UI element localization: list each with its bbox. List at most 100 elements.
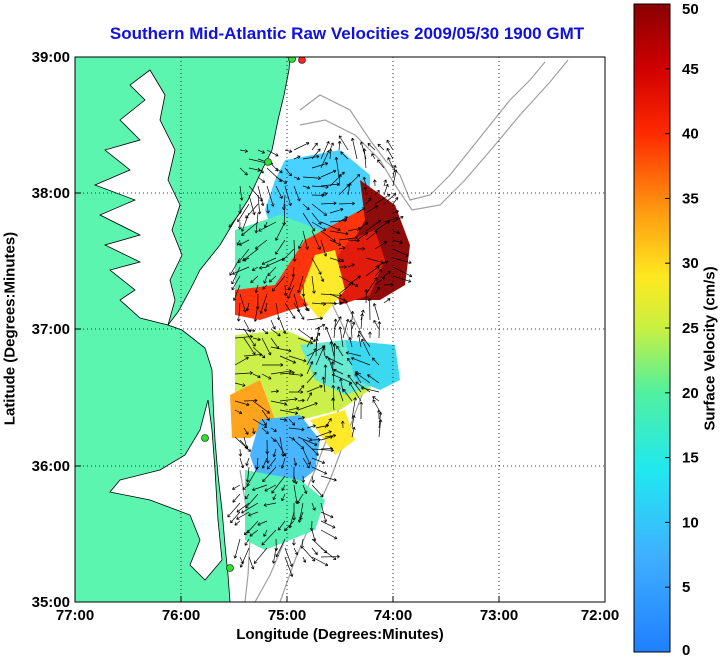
velocity-arrow	[252, 373, 261, 379]
velocity-arrow	[257, 520, 268, 526]
velocity-arrow	[293, 142, 310, 151]
velocity-arrow	[254, 284, 259, 294]
velocity-arrow	[383, 179, 387, 187]
velocity-arrow	[329, 239, 342, 246]
velocity-arrow	[284, 556, 294, 577]
velocity-arrow	[244, 538, 250, 546]
velocity-arrow	[347, 275, 361, 286]
velocity-arrow	[365, 230, 378, 241]
velocity-arrow	[331, 384, 336, 402]
x-tick-label: 76:00	[162, 607, 200, 624]
velocity-arrow	[281, 493, 286, 502]
velocity-arrow	[292, 502, 296, 521]
velocity-arrow	[356, 232, 369, 241]
velocity-arrow	[311, 257, 322, 275]
velocity-arrow	[297, 337, 313, 345]
velocity-arrow	[262, 284, 268, 290]
velocity-arrow	[250, 275, 259, 284]
velocity-arrow	[372, 399, 380, 411]
velocity-arrow	[374, 241, 388, 250]
velocity-arrow	[293, 302, 305, 320]
velocity-arrow	[297, 402, 318, 411]
velocity-arrow	[329, 230, 349, 236]
velocity-arrow	[320, 529, 338, 540]
station-marker	[288, 57, 296, 63]
velocity-arrow	[257, 176, 266, 183]
velocity-arrow	[230, 511, 241, 524]
velocity-arrow	[270, 328, 281, 337]
velocity-arrow	[374, 286, 381, 295]
velocity-arrow	[351, 414, 356, 429]
velocity-arrow	[367, 143, 376, 151]
velocity-arrow	[311, 203, 328, 216]
velocity-arrow	[306, 316, 324, 321]
velocity-arrow	[261, 427, 269, 435]
velocity-arrow	[306, 336, 313, 348]
velocity-arrow	[292, 239, 297, 262]
velocity-arrow	[377, 143, 385, 151]
velocity-arrow	[252, 400, 270, 414]
velocity-arrow	[267, 266, 277, 277]
velocity-arrow	[311, 162, 329, 169]
velocity-arrow	[301, 475, 306, 483]
velocity-arrow	[377, 321, 382, 339]
x-tick-label: 75:00	[268, 607, 306, 624]
velocity-arrow	[347, 263, 355, 268]
velocity-arrow	[374, 193, 391, 205]
velocity-arrow	[245, 457, 250, 466]
velocity-arrow	[291, 266, 296, 278]
velocity-arrow	[280, 457, 286, 469]
velocity-arrow	[293, 155, 301, 160]
velocity-arrow	[371, 357, 380, 366]
velocity-arrow	[279, 409, 299, 415]
velocity-arrow	[296, 493, 304, 505]
y-tick-label: 39:00	[32, 49, 70, 66]
x-tick-label: 74:00	[374, 607, 412, 624]
station-marker	[264, 158, 272, 166]
velocity-arrow	[358, 330, 371, 348]
velocity-arrow	[338, 246, 346, 250]
velocity-arrow	[293, 475, 298, 485]
colorbar-tick-label: 50	[682, 1, 699, 18]
velocity-arrow	[287, 284, 295, 299]
y-tick-label: 36:00	[32, 458, 70, 475]
velocity-arrow	[275, 167, 283, 174]
velocity-arrow	[386, 139, 394, 151]
colorbar-tick-label: 30	[682, 255, 699, 272]
velocity-arrow	[340, 151, 349, 160]
velocity-arrow	[266, 257, 286, 267]
velocity-arrow	[311, 230, 321, 250]
velocity-arrow	[321, 376, 326, 393]
colorbar-tick-label: 0	[682, 642, 690, 659]
velocity-arrow	[227, 502, 241, 518]
velocity-arrow	[288, 355, 307, 363]
x-tick-label: 72:00	[581, 607, 619, 624]
velocity-arrow	[232, 484, 241, 490]
colorbar-tick-label: 35	[682, 190, 699, 207]
velocity-arrow	[365, 265, 380, 277]
colorbar-tick-label: 45	[682, 61, 699, 78]
velocity-arrow	[261, 529, 277, 546]
chesapeake-bay	[93, 69, 183, 326]
velocity-arrow	[284, 520, 295, 532]
velocity-arrow	[236, 511, 250, 520]
velocity-arrow	[302, 484, 308, 494]
velocity-arrow	[231, 275, 241, 291]
velocity-arrow	[351, 426, 356, 438]
velocity-arrow	[306, 361, 314, 375]
velocity-arrow	[362, 148, 367, 169]
velocity-arrow	[248, 511, 259, 517]
velocity-arrow	[378, 419, 383, 438]
velocity-arrow	[392, 266, 413, 278]
velocity-arrow	[297, 275, 304, 294]
velocity-arrow	[383, 216, 399, 223]
velocity-arrow	[251, 427, 256, 435]
y-tick-label: 37:00	[32, 321, 70, 338]
velocity-arrow	[245, 302, 250, 312]
velocity-arrow	[338, 216, 348, 223]
velocity-arrow	[302, 230, 309, 250]
velocity-arrow	[383, 298, 391, 304]
velocity-arrow	[243, 337, 256, 356]
velocity-arrow	[268, 275, 277, 283]
velocity-arrow	[347, 238, 360, 243]
